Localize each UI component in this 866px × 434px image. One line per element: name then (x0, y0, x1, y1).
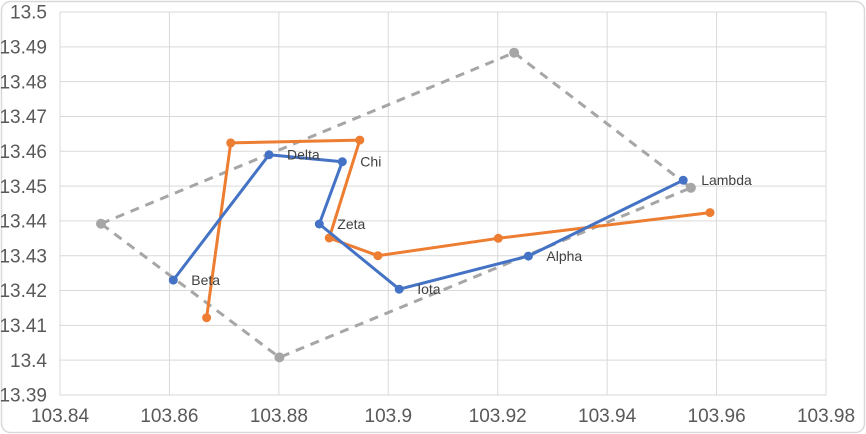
data-label-alpha: Alpha (546, 248, 582, 264)
series-gray-dashed-boundary-marker (685, 182, 696, 193)
y-tick-label: 13.48 (0, 72, 47, 93)
x-tick-label: 103.98 (797, 406, 855, 427)
series-gray-dashed-boundary-line (99, 51, 693, 359)
series-blue-track-marker (314, 219, 324, 229)
plot-border (59, 11, 827, 396)
series-orange-track-marker (373, 251, 383, 261)
series-blue-track-marker (337, 157, 347, 167)
y-tick-label: 13.49 (0, 37, 47, 58)
data-label-iota: Iota (417, 281, 441, 297)
series-orange-track-marker (202, 313, 212, 323)
x-tick-label: 103.92 (469, 406, 527, 427)
series-blue-track-marker (168, 275, 178, 285)
x-tick-label: 103.84 (31, 406, 90, 427)
series-gray-dashed-boundary-marker (274, 352, 285, 363)
y-tick-label: 13.47 (0, 107, 47, 128)
series-blue-track-marker (523, 251, 533, 261)
x-tick-label: 103.86 (140, 406, 198, 427)
data-label-beta: Beta (191, 272, 220, 288)
series-gray-dashed-boundary-marker (96, 218, 106, 229)
series-orange-track-marker (226, 138, 236, 148)
x-tick-label: 103.96 (688, 406, 746, 427)
data-label-lambda: Lambda (701, 172, 752, 188)
y-tick-label: 13.41 (0, 316, 47, 337)
x-tick-label: 103.88 (250, 406, 308, 427)
x-tick-label: 103.94 (578, 406, 637, 427)
series-blue-track-marker (264, 150, 274, 160)
y-tick-label: 13.44 (0, 212, 47, 233)
x-tick-label: 103.9 (365, 406, 413, 427)
series-gray-dashed-boundary-marker (509, 47, 520, 58)
data-label-delta: Delta (287, 147, 320, 163)
y-tick-label: 13.42 (0, 281, 47, 302)
data-label-chi: Chi (360, 154, 381, 170)
data-label-zeta: Zeta (337, 216, 365, 232)
y-tick-label: 13.46 (0, 142, 47, 163)
y-tick-label: 13.5 (10, 3, 47, 24)
y-tick-label: 13.45 (0, 177, 47, 198)
series-orange-track-marker (705, 208, 715, 218)
series-blue-track-marker (394, 284, 404, 294)
y-tick-label: 13.4 (10, 351, 47, 372)
y-tick-label: 13.43 (0, 246, 47, 267)
series-blue-track-marker (678, 175, 688, 185)
y-tick-label: 13.39 (0, 386, 47, 407)
series-orange-track-marker (493, 233, 503, 243)
series-orange-track-marker (355, 135, 365, 145)
